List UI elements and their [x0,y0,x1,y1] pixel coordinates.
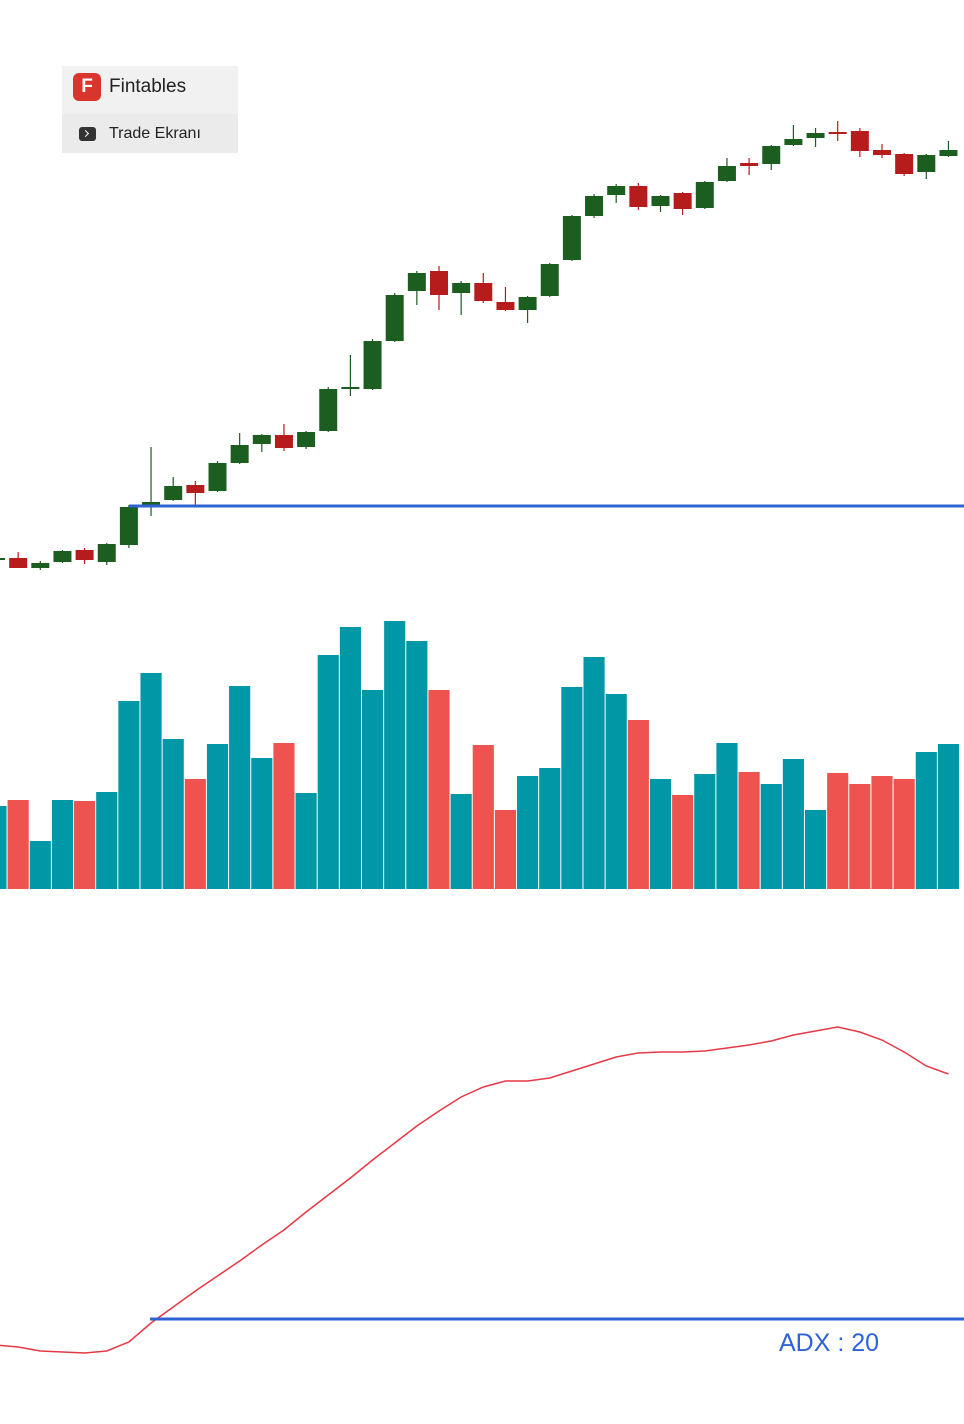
candle-body [762,146,781,164]
volume-bar [406,641,428,889]
volume-bar [937,744,960,889]
candle-body [363,341,382,389]
volume-bar [893,779,915,889]
candle-body [164,486,183,500]
volume-bar [74,801,96,889]
candle-body [939,150,958,156]
candle-body [452,283,471,293]
volume-bar [184,779,206,889]
candle-body [297,432,316,447]
candle-body [97,544,116,562]
candle-body [784,139,803,145]
candle-body [895,154,914,174]
candle-body [828,132,847,134]
candle-body [341,387,360,389]
volume-bar [583,657,605,889]
candle-body [0,558,5,560]
candle-body [252,435,271,444]
volume-bar [162,739,184,889]
volume-bar [849,784,871,889]
volume-bar [472,745,494,889]
volume-bar [915,752,937,889]
volume-bar [118,701,140,889]
volume-bar [517,776,539,889]
candle-body [806,133,825,138]
volume-bar [317,655,339,889]
menu-label: Trade Ekranı [109,124,201,142]
volume-bar [96,792,118,889]
candle-body [629,186,648,207]
volume-bar [760,784,782,889]
volume-bar [51,800,74,889]
candle-body [274,435,293,448]
brand-row[interactable]: F Fintables [73,73,186,101]
candle-body [319,389,338,431]
candle-body [717,166,736,181]
volume-bar [7,800,29,889]
volume-bar [384,621,406,889]
volume-bar [561,687,583,889]
volume-bar [871,776,893,889]
volume-bar [339,627,361,889]
brand-panel: F Fintables Trade Ekranı [62,66,238,153]
candle-body [53,551,72,562]
candle-body [585,196,604,216]
candle-body [562,216,581,260]
threshold-label: ADX : 20 [779,1329,879,1357]
candle-body [740,163,759,166]
volume-bar [827,773,849,889]
volume-bar [206,744,229,889]
candle-body [9,558,28,568]
terminal-icon [79,126,96,141]
candle-body [917,155,936,172]
menu-item[interactable]: Trade Ekranı [62,114,238,153]
volume-bar [273,743,295,889]
brand-icon: F [73,73,101,101]
volume-bar [694,774,716,889]
candle-body [540,264,559,296]
candle-body [496,302,515,310]
candle-body [385,295,404,341]
candle-body [474,283,493,301]
volume-bar [738,772,760,889]
brand-name: Fintables [109,76,187,97]
volume-bar [804,810,827,889]
volume-bar [361,690,384,889]
volume-bar [649,779,672,889]
volume-bar [229,686,251,889]
volume-bar [295,793,317,889]
volume-bar [0,806,7,889]
candle-body [208,463,227,491]
volume-bar [140,673,162,889]
candle-body [518,297,537,310]
candle-body [407,273,426,291]
candle-body [850,131,869,151]
candle-body [873,150,891,155]
candle-body [430,271,448,295]
candle-body [607,186,626,195]
volume-bar [605,694,627,889]
volume-bar [672,795,694,889]
candle-body [186,485,205,493]
volume-bar [428,690,450,889]
candle-body [75,550,94,560]
candle-body [31,563,50,568]
candle-body [673,193,692,209]
volume-bar [450,794,472,889]
volume-bar [29,841,51,889]
volume-bar [627,720,649,889]
volume-bar [539,768,561,889]
volume-bar [782,759,804,889]
volume-bar [251,758,273,889]
volume-bar [716,743,738,889]
candle-body [695,182,714,208]
candle-body [119,507,138,545]
candle-body [230,445,249,463]
adx-line [0,1026,949,1354]
candle-body [651,196,670,206]
volume-bar [494,810,517,889]
